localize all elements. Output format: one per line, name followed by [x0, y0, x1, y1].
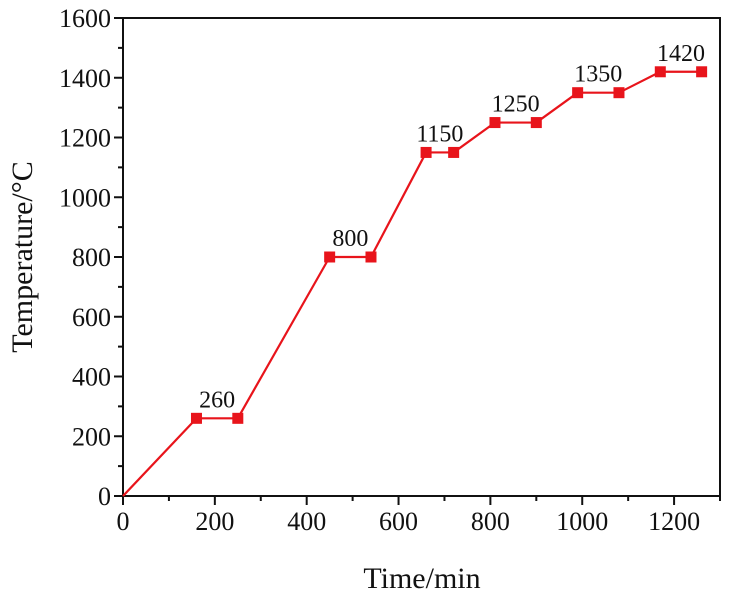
data-point: [420, 146, 432, 158]
plot-frame: [122, 17, 721, 497]
data-point: [613, 87, 625, 99]
data-point: [448, 146, 460, 158]
y-tick-label: 1200: [59, 124, 111, 153]
x-tick-label: 800: [471, 507, 510, 536]
y-tick-label: 0: [98, 482, 111, 511]
x-tick-label: 0: [117, 507, 130, 536]
y-tick-label: 200: [72, 422, 111, 451]
y-tick-label: 800: [72, 243, 111, 272]
data-point: [365, 251, 377, 263]
data-point: [572, 87, 584, 99]
data-label: 260: [199, 387, 235, 413]
y-tick-label: 400: [72, 363, 111, 392]
x-tick-label: 1000: [556, 507, 608, 536]
data-point: [489, 117, 501, 129]
y-axis-title: Temperature/°C: [6, 161, 39, 352]
data-point: [696, 66, 708, 78]
data-label: 800: [332, 226, 368, 252]
data-label: 1250: [492, 92, 540, 118]
x-tick-label: 1200: [648, 507, 700, 536]
plot-area: 0 200 400 600 800 1000 1200 0 200 400 600 800 1000 12…: [59, 4, 721, 536]
x-tick-label: 400: [287, 507, 326, 536]
data-point: [190, 412, 202, 424]
y-tick-label: 1400: [59, 64, 111, 93]
x-tick-label: 600: [379, 507, 418, 536]
y-tick-label: 600: [72, 303, 111, 332]
series-line: [122, 70, 702, 497]
data-label: 1420: [657, 41, 705, 67]
y-tick-label: 1600: [59, 4, 111, 33]
data-label: 1150: [416, 121, 463, 147]
x-axis-title: Time/min: [363, 562, 480, 595]
data-point: [324, 251, 336, 263]
data-point: [654, 66, 666, 78]
y-tick-label: 1000: [59, 183, 111, 212]
x-tick-label: 200: [195, 507, 234, 536]
data-series: 260 800 1150 1250 1350 1420: [122, 41, 708, 497]
data-label: 1350: [574, 62, 622, 88]
data-point: [530, 117, 542, 129]
data-point: [232, 412, 244, 424]
